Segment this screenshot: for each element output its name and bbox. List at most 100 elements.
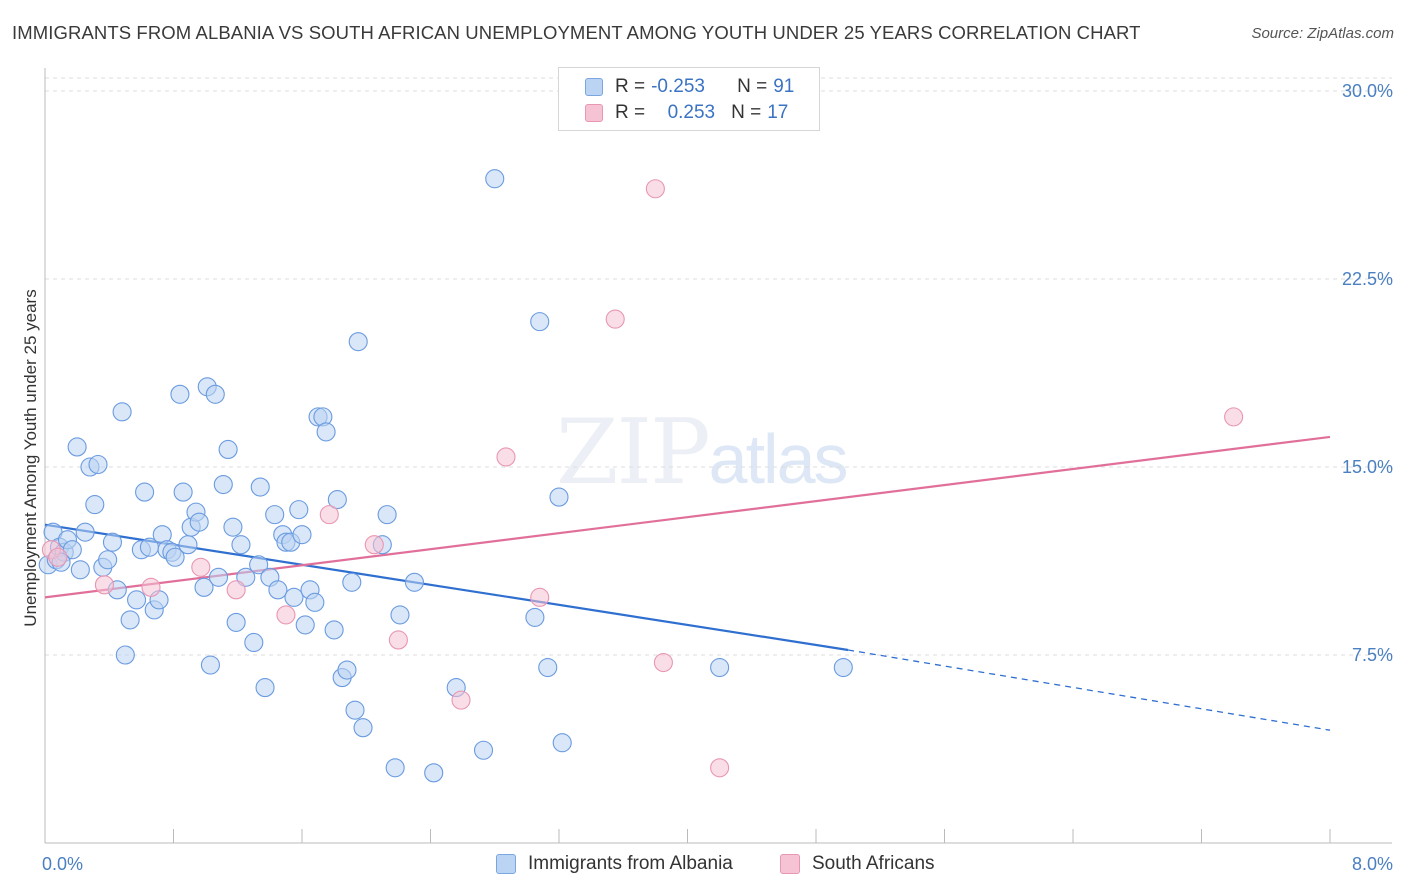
point-south-africans xyxy=(364,535,384,555)
point-south-africans xyxy=(141,577,161,597)
y-tick-label: 15.0% xyxy=(1342,457,1393,477)
point-albania xyxy=(324,620,344,640)
point-albania xyxy=(127,590,147,610)
point-albania xyxy=(473,740,494,760)
trend-line-albania-extension xyxy=(848,649,1331,731)
legend-r-label: R = xyxy=(615,102,646,123)
point-albania xyxy=(342,572,362,592)
point-albania xyxy=(424,763,444,783)
point-south-africans xyxy=(319,505,339,525)
point-south-africans xyxy=(226,580,246,600)
point-albania xyxy=(67,437,87,457)
legend-row-albania: R = -0.253 N = 91 xyxy=(585,74,794,100)
axes xyxy=(44,68,1392,844)
point-albania xyxy=(385,758,405,778)
y-tick-label: 22.5% xyxy=(1342,269,1393,289)
point-albania xyxy=(102,532,123,552)
point-albania xyxy=(284,587,304,607)
point-albania xyxy=(208,567,229,587)
point-south-africans xyxy=(496,447,516,467)
source-credit: Source: ZipAtlas.com xyxy=(1251,25,1394,42)
point-albania xyxy=(710,657,730,678)
point-south-africans xyxy=(94,575,114,595)
point-albania xyxy=(345,700,365,720)
point-albania xyxy=(549,487,569,507)
point-albania xyxy=(173,482,193,502)
point-albania xyxy=(292,525,312,545)
point-albania xyxy=(538,657,558,678)
point-albania xyxy=(178,535,198,555)
point-albania xyxy=(485,169,505,189)
bottom-legend-label-south-africans: South Africans xyxy=(812,853,935,874)
point-albania xyxy=(833,657,853,678)
point-albania xyxy=(120,610,140,630)
legend-n-label: N = xyxy=(737,76,768,97)
point-albania xyxy=(165,547,185,567)
point-albania xyxy=(250,477,270,497)
point-albania xyxy=(404,572,424,592)
point-albania xyxy=(244,632,264,653)
point-albania xyxy=(200,655,220,675)
chart-title: IMMIGRANTS FROM ALBANIA VS SOUTH AFRICAN… xyxy=(12,22,1141,43)
point-albania xyxy=(135,482,155,502)
point-south-africans xyxy=(605,309,625,329)
watermark: ZIPatlas xyxy=(556,400,849,505)
point-albania xyxy=(213,474,233,495)
point-albania xyxy=(327,490,347,510)
point-albania xyxy=(377,505,397,525)
point-albania xyxy=(218,439,238,460)
point-south-africans xyxy=(191,557,211,577)
legend-r-value: 0.253 xyxy=(667,102,716,123)
legend-row-south-africans: R = 0.253 N = 17 xyxy=(585,100,788,126)
point-albania xyxy=(189,512,209,532)
point-albania xyxy=(194,577,214,597)
point-albania xyxy=(265,505,285,525)
point-albania xyxy=(249,555,269,575)
point-albania xyxy=(98,550,118,570)
y-axis-label: Unemployment Among Youth under 25 years xyxy=(21,289,40,626)
bottom-legend-south-africans: South Africans xyxy=(780,851,935,877)
point-albania xyxy=(231,535,251,555)
x-tick-label: 8.0% xyxy=(1352,854,1393,874)
y-tick-label: 7.5% xyxy=(1352,645,1393,665)
point-albania xyxy=(295,615,315,635)
point-south-africans xyxy=(1224,407,1244,427)
point-albania xyxy=(353,718,373,738)
legend-r-label: R = xyxy=(615,76,646,97)
point-albania xyxy=(223,517,243,537)
point-albania xyxy=(530,312,550,332)
legend-n-label: N = xyxy=(731,102,762,123)
point-albania xyxy=(305,592,325,612)
point-albania xyxy=(337,660,357,680)
point-albania xyxy=(75,522,95,542)
point-south-africans xyxy=(276,605,296,625)
point-albania xyxy=(525,607,545,627)
x-tick-label: 0.0% xyxy=(42,854,83,874)
watermark-zip: ZIP xyxy=(556,400,711,505)
point-albania xyxy=(255,678,275,698)
point-albania xyxy=(115,645,135,665)
point-south-africans xyxy=(530,587,550,607)
bottom-swatch-albania xyxy=(496,854,516,874)
point-albania xyxy=(348,332,368,352)
legend-swatch-albania xyxy=(585,78,603,96)
point-south-africans xyxy=(645,179,665,199)
tick-labels: 7.5% 15.0% 22.5% 30.0% 0.0% 8.0% xyxy=(42,81,1393,874)
point-albania xyxy=(88,454,108,475)
point-albania xyxy=(390,605,410,625)
point-south-africans xyxy=(653,652,673,673)
point-albania xyxy=(70,560,90,580)
data-points xyxy=(38,169,1244,783)
point-albania xyxy=(268,580,288,600)
bottom-legend-albania: Immigrants from Albania xyxy=(496,851,733,877)
legend-r-value: -0.253 xyxy=(651,76,705,97)
point-albania xyxy=(552,733,572,753)
legend-swatch-south-africans xyxy=(585,104,603,122)
point-albania xyxy=(226,612,246,632)
watermark-atlas: atlas xyxy=(708,420,849,498)
point-albania xyxy=(112,402,132,422)
point-albania xyxy=(205,384,225,404)
point-albania xyxy=(85,495,105,515)
correlation-legend: R = -0.253 N = 91 R = 0.253 N = 17 xyxy=(558,67,820,131)
